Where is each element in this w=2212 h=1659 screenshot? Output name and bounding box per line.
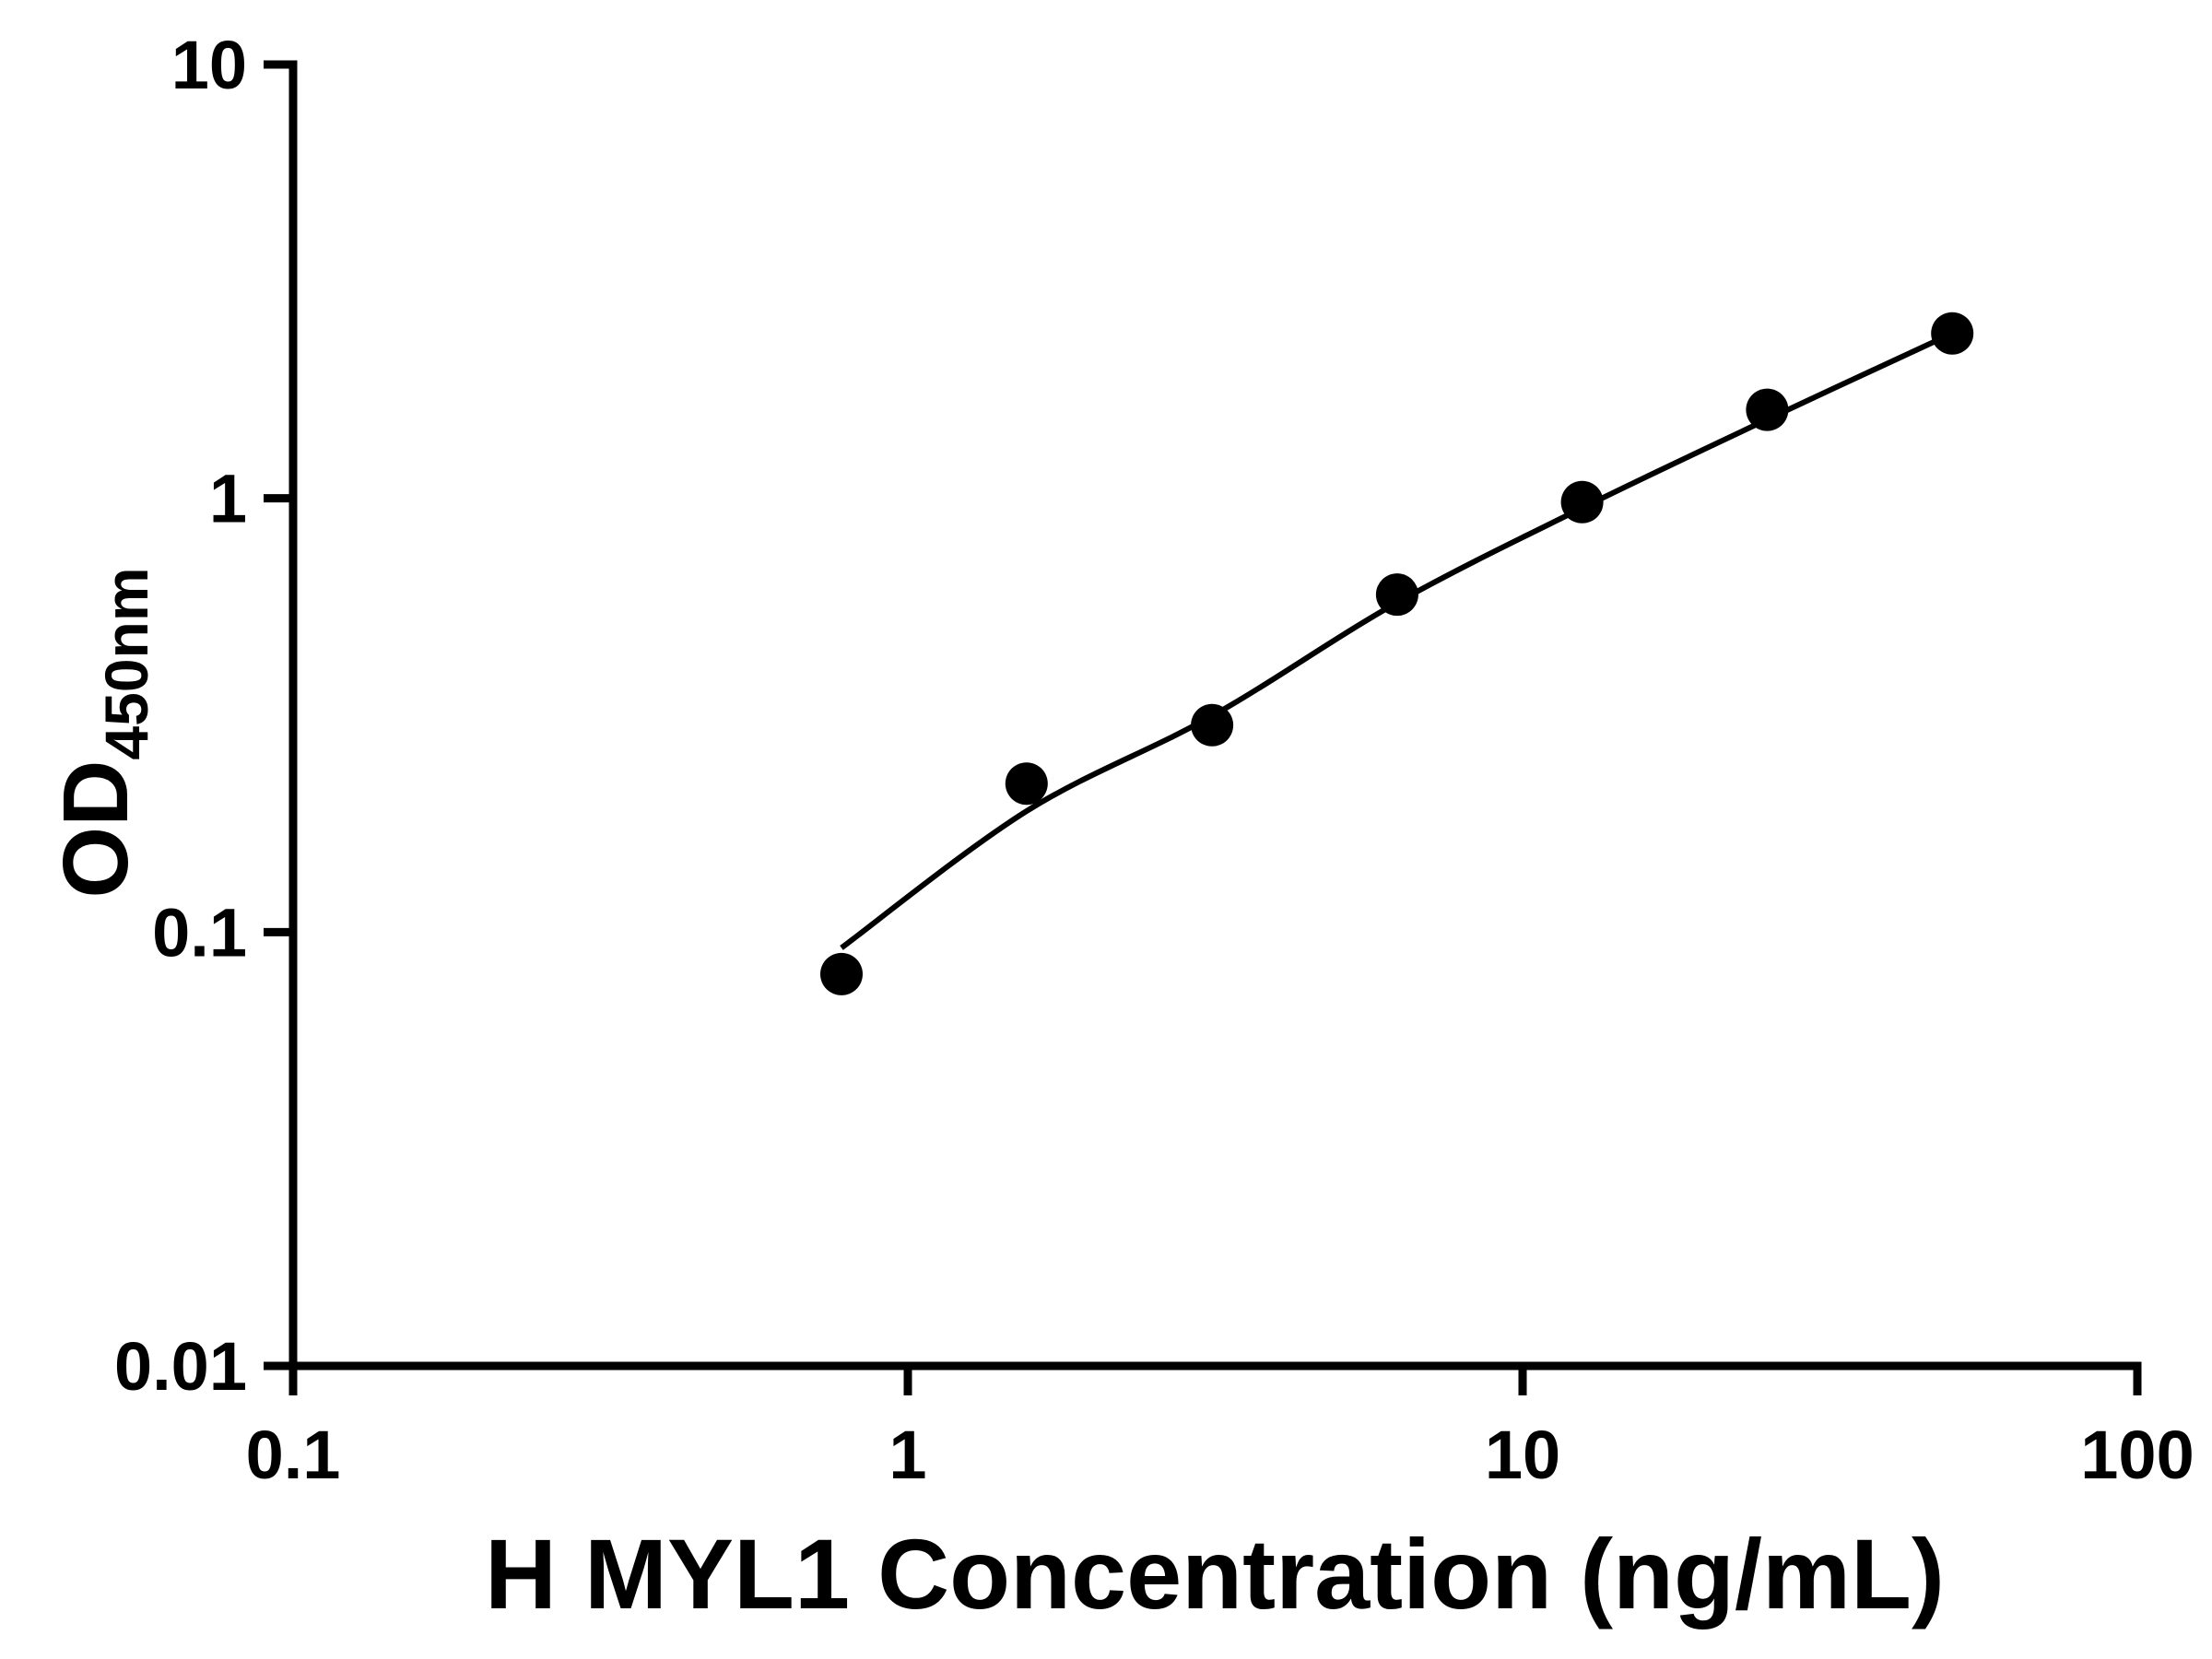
- axes: 0.1 1 10 100 0.01 0.1 1 10: [114, 27, 2194, 1493]
- x-axis-tick-label: 0.1: [246, 1417, 341, 1493]
- x-axis-title: H MYL1 Concentration (ng/mL): [485, 1518, 1945, 1630]
- y-axis-tick-label: 10: [171, 27, 247, 103]
- y-axis-title-subscript: 450nm: [92, 567, 160, 759]
- data-point: [1931, 312, 1974, 355]
- y-axis-tick-label: 0.01: [114, 1328, 247, 1405]
- data-points-group: [820, 312, 1974, 995]
- fit-curve-line: [840, 330, 1954, 950]
- y-axis-tick-label: 0.1: [152, 894, 247, 971]
- y-axis-title: OD450nm: [44, 567, 160, 898]
- data-point: [1560, 480, 1604, 524]
- fit-curve-group: [840, 330, 1954, 950]
- y-axis-title-main: OD: [44, 760, 147, 899]
- data-point: [1005, 762, 1048, 806]
- x-axis-tick-label: 10: [1485, 1417, 1560, 1493]
- x-axis-tick-label: 100: [2080, 1417, 2194, 1493]
- data-point: [1746, 388, 1789, 431]
- y-axis-tick-label: 1: [209, 461, 247, 537]
- x-axis-tick-label: 1: [888, 1417, 926, 1493]
- data-point: [820, 952, 863, 995]
- data-point: [1191, 703, 1234, 747]
- data-point: [1375, 573, 1418, 617]
